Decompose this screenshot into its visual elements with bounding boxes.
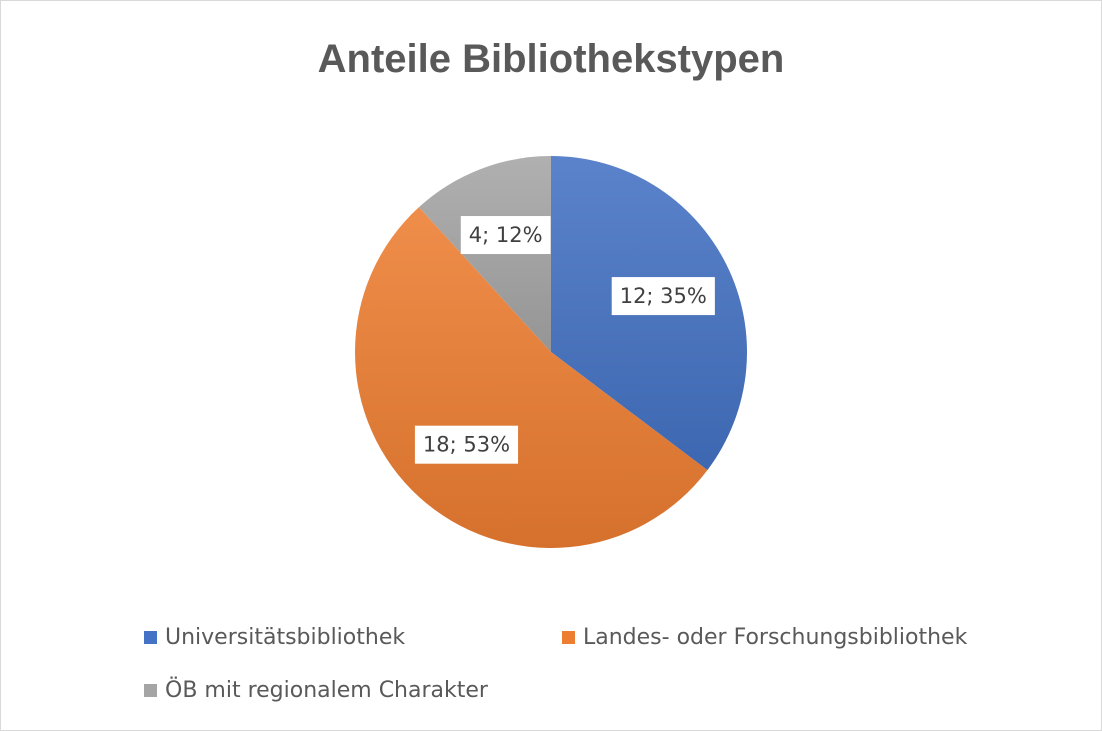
chart-title: Anteile Bibliothekstypen [317,37,785,81]
legend-label-oeb-regional: ÖB mit regionalem Charakter [165,678,488,703]
legend-swatch-universitaetsbibliothek [144,631,157,644]
data-label-2: 4; 12% [469,223,543,247]
legend-item-oeb-regional: ÖB mit regionalem Charakter [144,678,488,703]
data-label-box-0 [611,277,715,316]
legend-swatch-oeb-regional [144,684,157,697]
data-label-0: 12; 35% [620,284,707,308]
legend-label-universitaetsbibliothek: Universitätsbibliothek [165,625,406,650]
legend-label-landes-forschungsbibliothek: Landes- oder Forschungsbibliothek [583,625,968,650]
legend-item-universitaetsbibliothek: Universitätsbibliothek [144,625,405,650]
data-label-box-1 [414,425,519,464]
data-label-1: 18; 53% [423,433,510,457]
legend-swatch-landes-forschungsbibliothek [562,631,575,644]
legend-item-landes-forschungsbibliothek: Landes- oder Forschungsbibliothek [562,625,967,650]
data-label-box-2 [460,216,551,255]
